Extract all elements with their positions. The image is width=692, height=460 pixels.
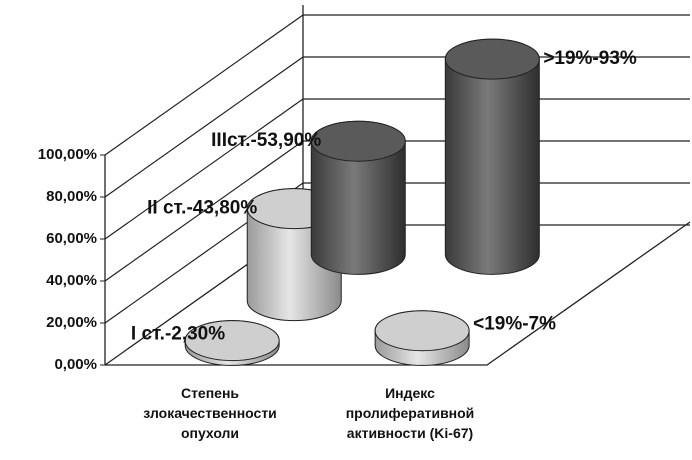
data-label: I ст.-2,30%: [131, 324, 225, 345]
data-label: <19%-7%: [473, 314, 556, 335]
x-tick-label-line: Индекс: [385, 385, 435, 401]
grid-line: [104, 140, 690, 282]
x-tick-label: Степень злокачественности опухоли: [143, 385, 277, 441]
x-tick-label-line: активности (Ki-67): [347, 425, 473, 441]
x-tick-label-line: пролиферативной: [346, 405, 475, 421]
cylinder-top: [374, 310, 470, 352]
x-tick-label: Индекс пролиферативной активности (Ki-67): [346, 385, 475, 441]
data-label: >19%-93%: [543, 48, 637, 69]
x-tick-label-line: Степень: [181, 385, 239, 401]
y-tick-label: 100,00%: [38, 146, 97, 163]
grid-line: [104, 182, 690, 324]
cylinder: [444, 38, 540, 275]
grid-line: [104, 14, 690, 156]
data-label: IIIст.-53,90%: [211, 130, 321, 151]
x-tick-label-line: злокачественности: [143, 405, 277, 421]
y-tick-label: 60,00%: [46, 230, 97, 247]
grid-line: [104, 56, 690, 198]
y-tick-label: 20,00%: [46, 314, 97, 331]
data-label: II ст.-43,80%: [147, 198, 257, 219]
cylinder: [310, 120, 406, 275]
cylinder-top: [184, 320, 280, 362]
x-tick-label-line: опухоли: [181, 425, 239, 441]
y-tick-label: 0,00%: [54, 356, 97, 373]
grid-line: [104, 98, 690, 240]
cylinder: [184, 320, 280, 366]
cylinder-top: [310, 120, 406, 162]
cylinder: [374, 310, 470, 366]
y-tick-label: 40,00%: [46, 272, 97, 289]
cylinder-top: [444, 38, 540, 80]
y-tick-label: 80,00%: [46, 188, 97, 205]
